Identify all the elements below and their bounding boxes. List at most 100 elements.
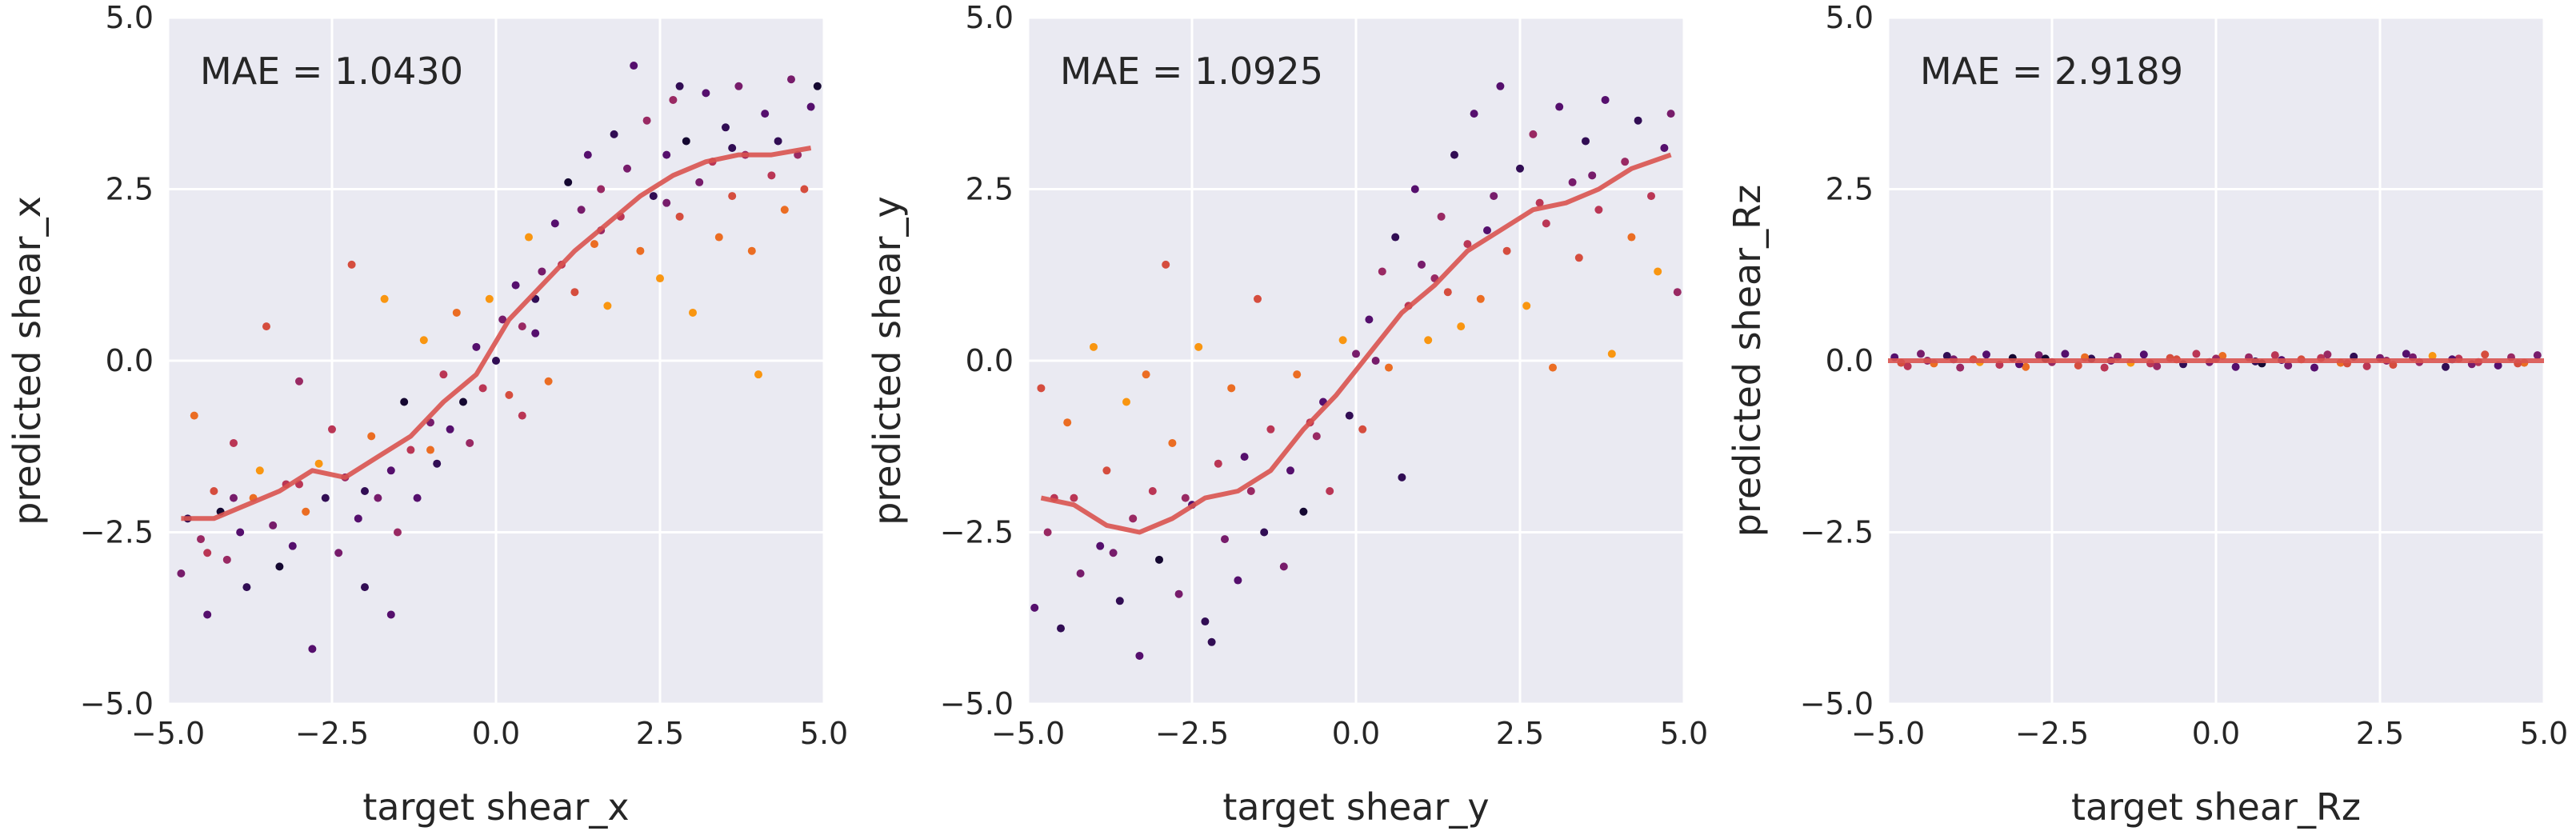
data-point <box>1666 110 1675 118</box>
data-point <box>1496 82 1505 90</box>
data-point <box>2100 363 2109 372</box>
data-point <box>478 384 487 393</box>
data-point <box>314 459 323 468</box>
data-point <box>2270 351 2279 360</box>
data-point <box>1463 240 1472 249</box>
data-point <box>485 294 494 303</box>
y-axis-label: predicted shear_y <box>866 196 909 525</box>
data-point <box>1338 336 1347 345</box>
data-point <box>1660 144 1669 153</box>
trend-line <box>1040 152 1672 535</box>
data-point <box>426 445 434 454</box>
data-point <box>1621 158 1630 166</box>
data-point <box>2362 362 2371 370</box>
data-point <box>255 466 264 475</box>
y-tick-label: 5.0 <box>1826 0 1874 35</box>
data-point <box>466 438 474 447</box>
y-tick-label: 2.5 <box>106 172 154 207</box>
data-point <box>734 82 743 90</box>
data-point <box>1181 493 1190 502</box>
data-point <box>2034 351 2043 360</box>
data-point <box>1312 432 1321 441</box>
data-point <box>675 82 684 90</box>
data-point <box>1365 315 1374 324</box>
data-point <box>262 322 270 331</box>
data-point <box>446 425 454 433</box>
data-point <box>1443 288 1452 297</box>
data-point <box>806 102 815 111</box>
data-point <box>361 487 369 496</box>
y-tick-label: 0.0 <box>966 343 1014 378</box>
data-point <box>630 62 638 70</box>
data-point <box>498 315 507 324</box>
mae-annotation: MAE = 1.0430 <box>200 50 463 93</box>
x-axis-label: target shear_Rz <box>2071 785 2361 829</box>
y-tick-label: −2.5 <box>1800 515 1874 550</box>
data-point <box>394 528 402 537</box>
data-point <box>1096 541 1105 550</box>
data-point <box>695 178 704 186</box>
data-point <box>669 95 678 104</box>
data-point <box>649 192 658 201</box>
data-point <box>1627 233 1636 242</box>
data-point <box>2218 351 2227 360</box>
data-point <box>419 336 428 345</box>
data-point <box>1043 528 1052 537</box>
data-point <box>702 89 710 98</box>
data-point <box>328 425 336 433</box>
data-point <box>1582 137 1590 146</box>
data-point <box>1129 514 1138 523</box>
x-tick-label: −5.0 <box>131 716 205 751</box>
data-point <box>1470 110 1478 118</box>
data-point <box>2323 350 2332 359</box>
data-point <box>518 411 526 420</box>
data-point <box>1201 617 1210 626</box>
data-point <box>1109 549 1118 557</box>
data-point <box>800 185 809 194</box>
data-point <box>222 555 231 564</box>
data-point <box>386 610 395 619</box>
data-point <box>367 432 376 441</box>
data-point <box>203 549 212 557</box>
data-point <box>1090 342 1098 351</box>
x-tick-label: −2.5 <box>2015 716 2089 751</box>
data-point <box>1450 150 1458 159</box>
data-point <box>1246 487 1255 496</box>
data-point <box>1982 350 1990 359</box>
data-point <box>1574 254 1583 262</box>
data-point <box>2428 351 2437 360</box>
data-point <box>1391 233 1400 242</box>
data-point <box>662 150 671 159</box>
data-point <box>413 493 422 502</box>
x-tick-label: 5.0 <box>800 716 848 751</box>
data-point <box>2074 362 2082 370</box>
data-point <box>1607 350 1616 358</box>
data-point <box>1542 219 1550 228</box>
data-point <box>722 123 730 132</box>
x-tick-label: −2.5 <box>1155 716 1229 751</box>
data-point <box>1254 294 1262 303</box>
data-point <box>1588 171 1597 180</box>
data-point <box>813 82 822 90</box>
data-point <box>2022 362 2030 371</box>
data-point <box>2533 351 2542 360</box>
y-axis-label: predicted shear_Rz <box>1726 185 1769 537</box>
data-point <box>1227 384 1236 393</box>
data-point <box>2494 362 2502 370</box>
data-point <box>1476 294 1485 303</box>
data-point <box>1326 487 1334 496</box>
x-tick-label: 5.0 <box>2520 716 2568 751</box>
data-point <box>511 281 520 290</box>
data-point <box>406 445 415 454</box>
data-point <box>747 246 756 255</box>
data-point <box>623 164 631 173</box>
data-point <box>1102 466 1111 475</box>
data-point <box>590 240 598 249</box>
data-point <box>689 308 697 317</box>
data-point <box>1398 473 1406 481</box>
data-point <box>1673 288 1682 297</box>
x-tick-label: −5.0 <box>1851 716 1925 751</box>
x-tick-label: 0.0 <box>472 716 520 751</box>
data-point <box>210 487 218 496</box>
